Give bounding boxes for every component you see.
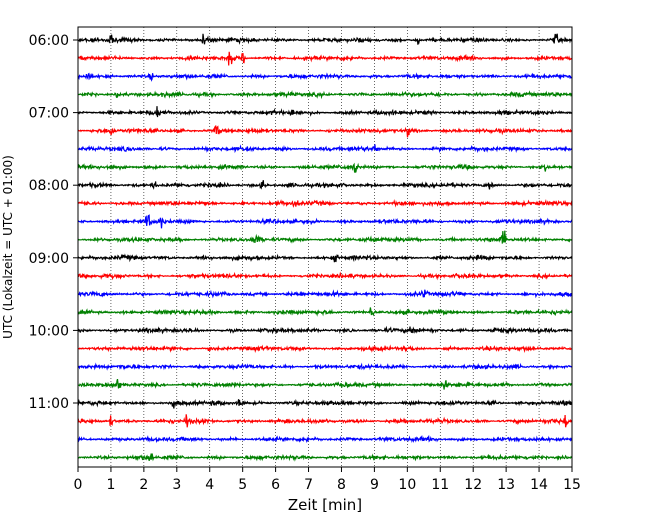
x-tick-label: 3 bbox=[172, 477, 181, 493]
x-tick-label: 15 bbox=[563, 477, 581, 493]
seismic-trace-row bbox=[77, 307, 573, 317]
seismic-trace-row bbox=[77, 271, 573, 281]
x-tick-label: 12 bbox=[464, 477, 482, 493]
seismic-trace-row bbox=[77, 253, 573, 263]
x-axis-label: Zeit [min] bbox=[288, 496, 362, 514]
seismic-trace-row bbox=[77, 144, 573, 154]
x-tick-label: 0 bbox=[74, 477, 83, 493]
vertical-gridlines bbox=[110, 27, 540, 467]
x-tick-label: 6 bbox=[271, 477, 280, 493]
trace-group bbox=[77, 33, 573, 462]
seismic-trace-row bbox=[77, 453, 573, 462]
seismic-trace-row bbox=[77, 33, 573, 45]
y-tick-label: 06:00 bbox=[29, 33, 69, 49]
seismic-trace-row bbox=[78, 378, 573, 390]
y-tick-label: 11:00 bbox=[29, 396, 69, 412]
y-tick-label: 10:00 bbox=[29, 323, 69, 339]
seismic-trace-row bbox=[77, 180, 573, 190]
x-tick-label: 14 bbox=[530, 477, 548, 493]
seismic-trace-row bbox=[77, 414, 573, 428]
seismic-trace-row bbox=[77, 344, 573, 354]
y-tick-label: 07:00 bbox=[29, 106, 69, 122]
seismic-trace-row bbox=[77, 325, 573, 335]
seismic-trace-row bbox=[77, 125, 573, 138]
x-tick-label: 8 bbox=[337, 477, 346, 493]
plot-frame bbox=[77, 26, 573, 468]
seismic-trace-row bbox=[77, 398, 573, 409]
x-tick-label: 13 bbox=[497, 477, 515, 493]
seismic-trace-row bbox=[77, 162, 573, 173]
seismic-trace-row bbox=[77, 106, 573, 118]
x-tick-label: 11 bbox=[431, 477, 449, 493]
seismic-trace-row bbox=[77, 362, 573, 371]
seismic-trace-row bbox=[77, 198, 573, 208]
y-axis-label: UTC (Lokalzeit = UTC + 01:00) bbox=[1, 155, 15, 339]
x-tick-label: 7 bbox=[304, 477, 313, 493]
seismic-trace-row bbox=[77, 434, 573, 444]
x-tick-label: 2 bbox=[139, 477, 148, 493]
y-tick-label: 09:00 bbox=[29, 251, 69, 267]
x-tick-label: 9 bbox=[370, 477, 379, 493]
x-axis-ticks: 0 1 2 3 4 5 6 7 8 9 10 11 12 13 14 15 bbox=[74, 467, 581, 493]
seismic-trace-row bbox=[77, 289, 573, 299]
y-tick-label: 08:00 bbox=[29, 178, 69, 194]
seismic-trace-row bbox=[77, 72, 573, 82]
x-tick-label: 10 bbox=[398, 477, 416, 493]
seismic-trace-row bbox=[77, 214, 573, 229]
x-tick-label: 5 bbox=[238, 477, 247, 493]
seismic-trace-row bbox=[77, 51, 573, 66]
seismic-trace-row bbox=[77, 230, 573, 244]
seismic-trace-row bbox=[77, 90, 573, 100]
x-tick-label: 1 bbox=[106, 477, 115, 493]
y-axis-ticks: 06:00 07:00 08:00 09:00 10:00 11:00 bbox=[29, 33, 78, 412]
x-tick-label: 4 bbox=[205, 477, 214, 493]
